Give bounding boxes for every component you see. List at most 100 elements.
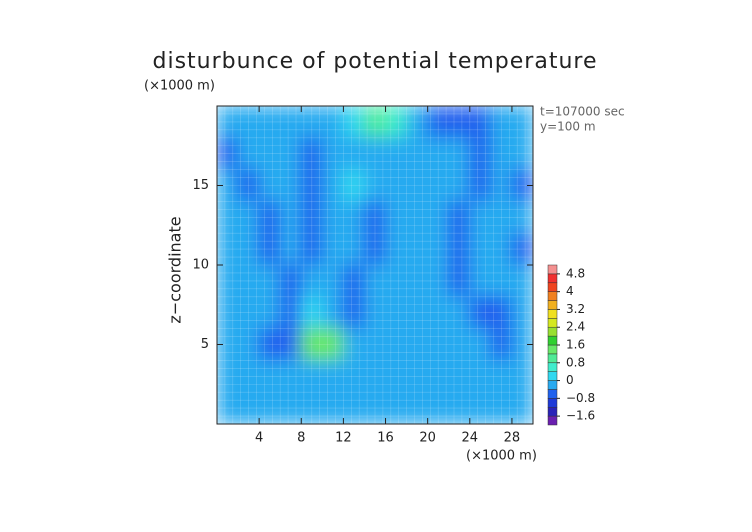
colorbar-bin [547,300,558,310]
x-tick-label: 4 [255,431,263,446]
heat-cell [237,264,260,298]
heat-cell [385,106,408,139]
heat-cell [448,169,471,202]
heat-cell [511,232,533,266]
heat-cell [363,200,387,234]
colorbar-bin [547,318,558,328]
heat-cell [237,200,260,234]
heat-cell [321,328,344,361]
heat-cell [217,359,239,393]
colorbar-tick-label: 4.8 [566,266,585,280]
heat-cell [258,391,281,424]
colorbar-bin [547,326,558,337]
heat-cell [217,296,239,330]
heat-cell [342,200,365,234]
heat-cell [427,232,450,266]
colorbar-tick-label: 0.8 [566,355,585,369]
heat-cell [385,264,408,298]
colorbar-bin [547,362,558,372]
heat-cell [469,200,492,234]
heat-cell [406,137,429,171]
heat-cell [258,137,281,171]
colorbar-bin [547,273,558,284]
colorbar-bin [547,406,558,417]
x-unit-label: (×1000 m) [466,449,537,464]
x-tick-label: 8 [297,431,305,446]
heat-cell [469,232,492,266]
heat-cell [321,106,344,139]
heat-cell [217,200,239,234]
heat-cell [300,296,323,330]
annotation: y=100 m [540,120,596,134]
heat-cell [427,137,450,171]
colorbar-bin [547,353,558,364]
annotation: t=107000 sec [540,105,625,119]
heat-cell [217,137,239,171]
heat-cell [427,106,450,139]
heat-cell [469,296,492,330]
heat-cell [469,169,492,202]
colorbar-bin [547,309,558,319]
colorbar-bin [547,264,558,275]
chart-title: disturbunce of potential temperature [153,49,598,74]
heat-cell [427,359,450,393]
heat-cell [217,169,239,202]
heat-cell [321,296,344,330]
heat-cell [217,328,239,361]
heat-cell [342,391,365,424]
heat-cell [279,296,302,330]
heat-cell [342,169,365,202]
x-tick-label: 16 [377,431,394,446]
heat-cell [258,106,281,139]
heat-cell [363,328,387,361]
heat-cell [237,359,260,393]
colorbar-bin [547,389,558,399]
heat-cell [385,391,408,424]
heat-cell [385,137,408,171]
heat-cell [342,264,365,298]
heat-cell [321,359,344,393]
heat-cell [321,137,344,171]
heat-cell [427,264,450,298]
heat-cell [511,106,533,139]
heat-cell [258,264,281,298]
heat-cell [237,232,260,266]
heat-cell [279,137,302,171]
heat-cell [217,232,239,266]
heat-cell [279,264,302,298]
heat-cell [448,264,471,298]
heat-cell [511,137,533,171]
heat-cell [469,328,492,361]
colorbar-tick-label: 2.4 [566,320,585,334]
heat-cell [385,232,408,266]
colorbar-bin [547,344,558,355]
colorbar-bin [547,415,558,426]
colorbar-tick-label: 0 [566,373,574,387]
heat-cell [279,106,302,139]
colorbar-tick-label: −0.8 [566,391,595,405]
heat-cell [406,391,429,424]
colorbar-tick-label: 4 [566,284,574,298]
heat-cell [490,169,513,202]
heat-cell [258,200,281,234]
heat-cell [448,137,471,171]
heat-cell [406,328,429,361]
heat-cell [406,296,429,330]
heat-cell [385,359,408,393]
heat-cell [469,264,492,298]
heat-cell [321,391,344,424]
heat-cell [300,106,323,139]
heat-cell [342,232,365,266]
heat-cell [300,169,323,202]
colorbar-bin [547,282,558,292]
heat-cell [490,391,513,424]
heat-cell [237,391,260,424]
heat-cell [321,169,344,202]
heat-cell [448,359,471,393]
heat-cell [258,328,281,361]
heat-cell [511,169,533,202]
heat-cell [385,328,408,361]
y-tick-label: 10 [192,258,209,273]
